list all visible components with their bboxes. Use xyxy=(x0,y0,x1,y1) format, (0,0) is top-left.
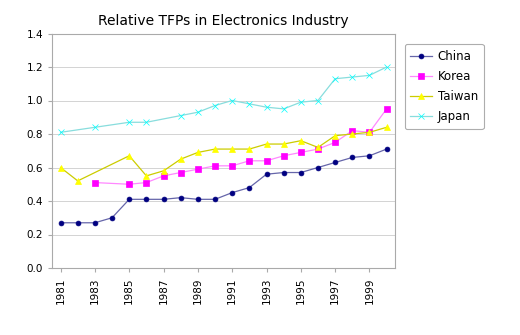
Taiwan xyxy=(229,147,236,151)
Korea xyxy=(195,167,201,171)
China xyxy=(92,221,98,225)
Korea xyxy=(246,159,253,163)
Taiwan xyxy=(212,147,218,151)
Taiwan xyxy=(332,134,338,138)
Korea xyxy=(384,107,390,111)
Japan xyxy=(332,77,338,81)
China xyxy=(367,154,373,158)
Japan xyxy=(126,120,133,124)
Korea xyxy=(349,129,356,133)
Japan xyxy=(92,125,98,129)
Line: Japan: Japan xyxy=(57,64,390,136)
Korea xyxy=(281,154,287,158)
China xyxy=(264,172,270,176)
Taiwan xyxy=(246,147,253,151)
Taiwan xyxy=(367,130,373,134)
China xyxy=(144,197,150,201)
Line: Korea: Korea xyxy=(92,106,389,187)
Japan xyxy=(281,107,287,111)
Korea xyxy=(297,150,304,154)
Line: China: China xyxy=(58,147,389,225)
Korea xyxy=(229,164,236,168)
Taiwan xyxy=(144,174,150,178)
Taiwan xyxy=(315,145,321,149)
Korea xyxy=(264,159,270,163)
China xyxy=(126,197,133,201)
Taiwan xyxy=(264,142,270,146)
China xyxy=(281,171,287,175)
Taiwan xyxy=(178,157,184,161)
Taiwan xyxy=(126,154,133,158)
Korea xyxy=(144,181,150,185)
Korea xyxy=(367,130,373,134)
Korea xyxy=(126,182,133,186)
Taiwan xyxy=(75,179,81,183)
Taiwan xyxy=(161,169,167,173)
Japan xyxy=(297,100,304,104)
Japan xyxy=(367,73,373,77)
Taiwan xyxy=(58,165,64,170)
China xyxy=(75,221,81,225)
Korea xyxy=(332,140,338,144)
China xyxy=(315,165,321,170)
Japan xyxy=(195,110,201,114)
China xyxy=(246,186,253,190)
China xyxy=(195,197,201,201)
China xyxy=(161,197,167,201)
Japan xyxy=(229,98,236,103)
Taiwan xyxy=(349,132,356,136)
China xyxy=(297,171,304,175)
Line: Taiwan: Taiwan xyxy=(57,124,390,184)
Japan xyxy=(212,104,218,108)
China xyxy=(349,155,356,159)
China xyxy=(332,160,338,164)
Japan xyxy=(384,65,390,69)
China xyxy=(229,191,236,195)
Korea xyxy=(92,181,98,185)
Taiwan xyxy=(195,150,201,154)
Korea xyxy=(315,147,321,151)
Korea xyxy=(178,171,184,175)
Japan xyxy=(315,98,321,103)
Taiwan xyxy=(281,142,287,146)
Korea xyxy=(212,164,218,168)
China xyxy=(178,196,184,200)
Korea xyxy=(161,174,167,178)
Japan xyxy=(246,102,253,106)
Japan xyxy=(349,75,356,79)
China xyxy=(384,147,390,151)
Japan xyxy=(178,114,184,118)
Japan xyxy=(58,130,64,134)
Japan xyxy=(144,120,150,124)
Legend: China, Korea, Taiwan, Japan: China, Korea, Taiwan, Japan xyxy=(405,44,484,129)
China xyxy=(212,197,218,201)
Japan xyxy=(264,105,270,109)
Taiwan xyxy=(384,125,390,129)
China xyxy=(109,216,115,220)
Title: Relative TFPs in Electronics Industry: Relative TFPs in Electronics Industry xyxy=(98,14,349,28)
Taiwan xyxy=(297,139,304,143)
China xyxy=(58,221,64,225)
